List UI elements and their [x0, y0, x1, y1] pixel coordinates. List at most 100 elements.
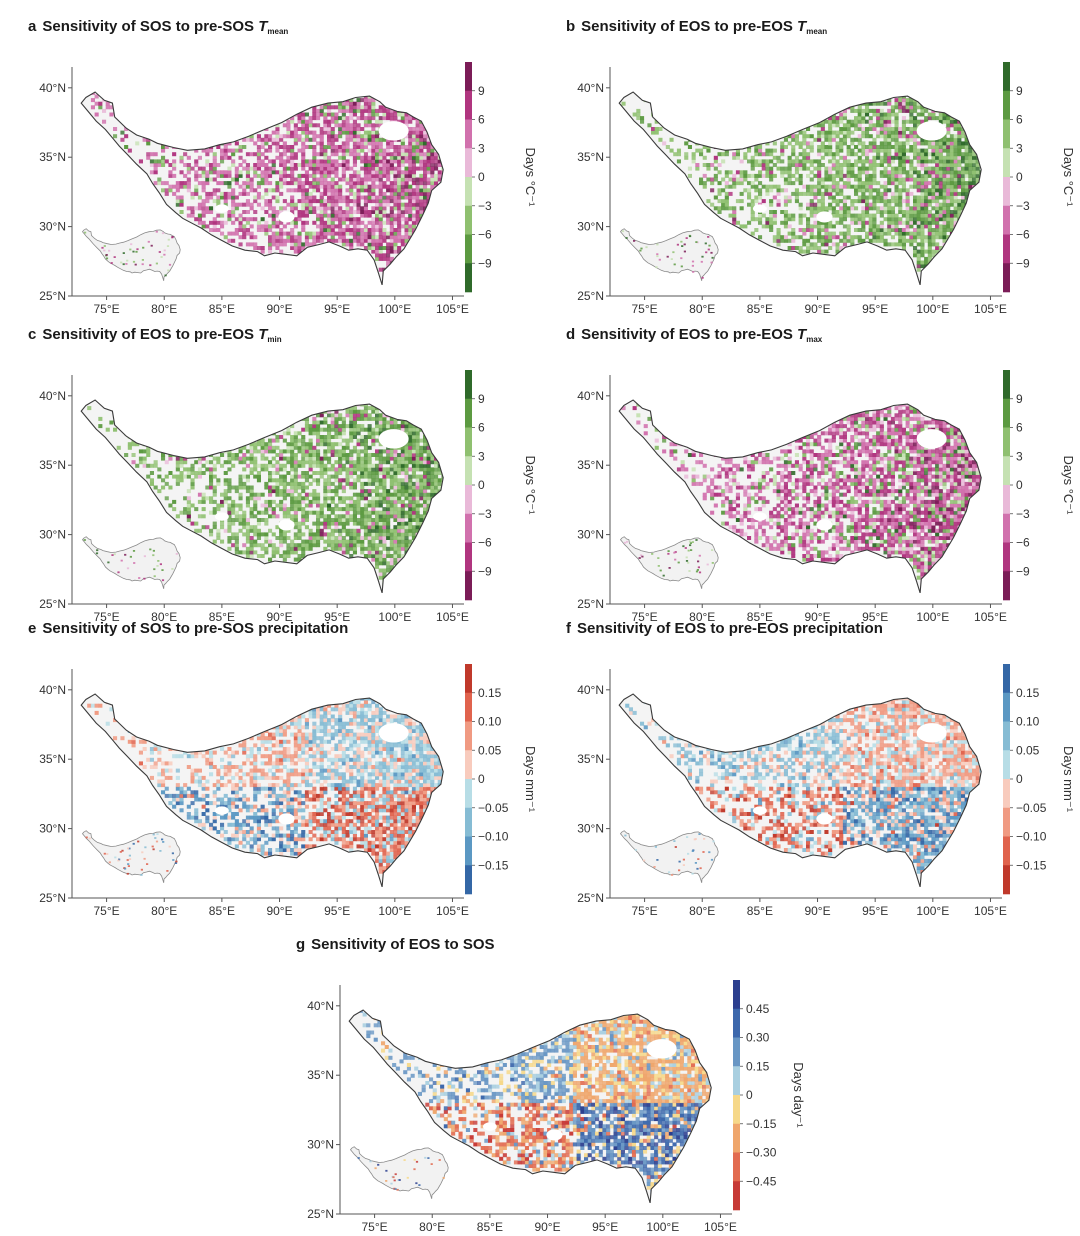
- field-cell: [909, 116, 913, 120]
- field-cell: [968, 163, 972, 167]
- field-cell: [323, 149, 327, 153]
- field-cell: [405, 185, 409, 189]
- field-cell: [364, 228, 368, 232]
- field-cell: [898, 156, 902, 160]
- field-cell: [869, 127, 873, 131]
- field-cell: [98, 417, 102, 421]
- field-cell: [954, 170, 958, 174]
- field-cell: [231, 152, 235, 156]
- field-cell: [412, 206, 416, 210]
- field-cell: [390, 192, 394, 196]
- field-cell: [386, 152, 390, 156]
- field-cell: [935, 149, 939, 153]
- field-cell: [298, 127, 302, 131]
- inset-outline: [621, 229, 719, 281]
- field-cell: [91, 98, 95, 102]
- field-cell: [817, 192, 821, 196]
- inset-cell: [710, 252, 712, 254]
- field-cell: [261, 547, 265, 551]
- field-cell: [305, 170, 309, 174]
- field-cell: [242, 228, 246, 232]
- field-cell: [865, 152, 869, 156]
- field-cell: [368, 228, 372, 232]
- field-cell: [253, 446, 257, 450]
- field-cell: [312, 235, 316, 239]
- field-cell: [854, 188, 858, 192]
- field-cell: [327, 188, 331, 192]
- field-cell: [346, 116, 350, 120]
- field-cell: [954, 210, 958, 214]
- field-cell: [935, 221, 939, 225]
- field-cell: [824, 206, 828, 210]
- field-cell: [242, 217, 246, 221]
- field-cell: [309, 199, 313, 203]
- field-cell: [316, 152, 320, 156]
- field-cell: [858, 167, 862, 171]
- field-cell: [416, 167, 420, 171]
- field-cell: [364, 152, 368, 156]
- field-cell: [327, 540, 331, 544]
- field-cell: [954, 181, 958, 185]
- field-cell: [821, 127, 825, 131]
- field-cell: [872, 178, 876, 182]
- field-cell: [836, 167, 840, 171]
- field-cell: [943, 206, 947, 210]
- field-cell: [920, 152, 924, 156]
- field-cell: [368, 131, 372, 135]
- field-cell: [817, 163, 821, 167]
- field-cell: [884, 188, 888, 192]
- field-cell: [791, 217, 795, 221]
- field-cell: [331, 532, 335, 536]
- panel-title-variable: T: [797, 18, 806, 35]
- inset-cell: [148, 241, 150, 243]
- field-cell: [301, 489, 305, 493]
- field-cell: [832, 210, 836, 214]
- field-cell: [943, 196, 947, 200]
- field-cell: [353, 435, 357, 439]
- field-cell: [946, 149, 950, 153]
- field-cell: [850, 152, 854, 156]
- field-cell: [349, 536, 353, 540]
- field-cell: [419, 188, 423, 192]
- field-cell: [961, 188, 965, 192]
- field-cell: [379, 576, 383, 580]
- field-cell: [375, 518, 379, 522]
- field-cell: [931, 199, 935, 203]
- colorbar-unit-label: Days °C⁻¹: [1061, 147, 1076, 207]
- field-cell: [379, 199, 383, 203]
- field-cell: [658, 127, 662, 131]
- field-cell: [283, 507, 287, 511]
- field-cell: [920, 174, 924, 178]
- field-cell: [891, 120, 895, 124]
- field-cell: [839, 145, 843, 149]
- field-cell: [832, 134, 836, 138]
- field-cell: [876, 188, 880, 192]
- field-cell: [920, 246, 924, 250]
- field-cell: [706, 149, 710, 153]
- field-cell: [279, 489, 283, 493]
- field-cell: [261, 532, 265, 536]
- field-cell: [360, 134, 364, 138]
- field-cell: [397, 217, 401, 221]
- field-cell: [250, 511, 254, 515]
- field-cell: [371, 478, 375, 482]
- field-cell: [405, 120, 409, 124]
- field-cell: [390, 145, 394, 149]
- field-cell: [954, 174, 958, 178]
- field-cell: [427, 156, 431, 160]
- field-cell: [334, 167, 338, 171]
- field-cell: [216, 196, 220, 200]
- field-cell: [294, 138, 298, 142]
- field-cell: [850, 120, 854, 124]
- field-cell: [917, 188, 921, 192]
- field-cell: [334, 113, 338, 117]
- field-cell: [946, 217, 950, 221]
- field-cell: [379, 478, 383, 482]
- field-cell: [261, 518, 265, 522]
- field-cell: [371, 511, 375, 515]
- field-cell: [275, 224, 279, 228]
- field-cell: [371, 525, 375, 529]
- field-cell: [375, 199, 379, 203]
